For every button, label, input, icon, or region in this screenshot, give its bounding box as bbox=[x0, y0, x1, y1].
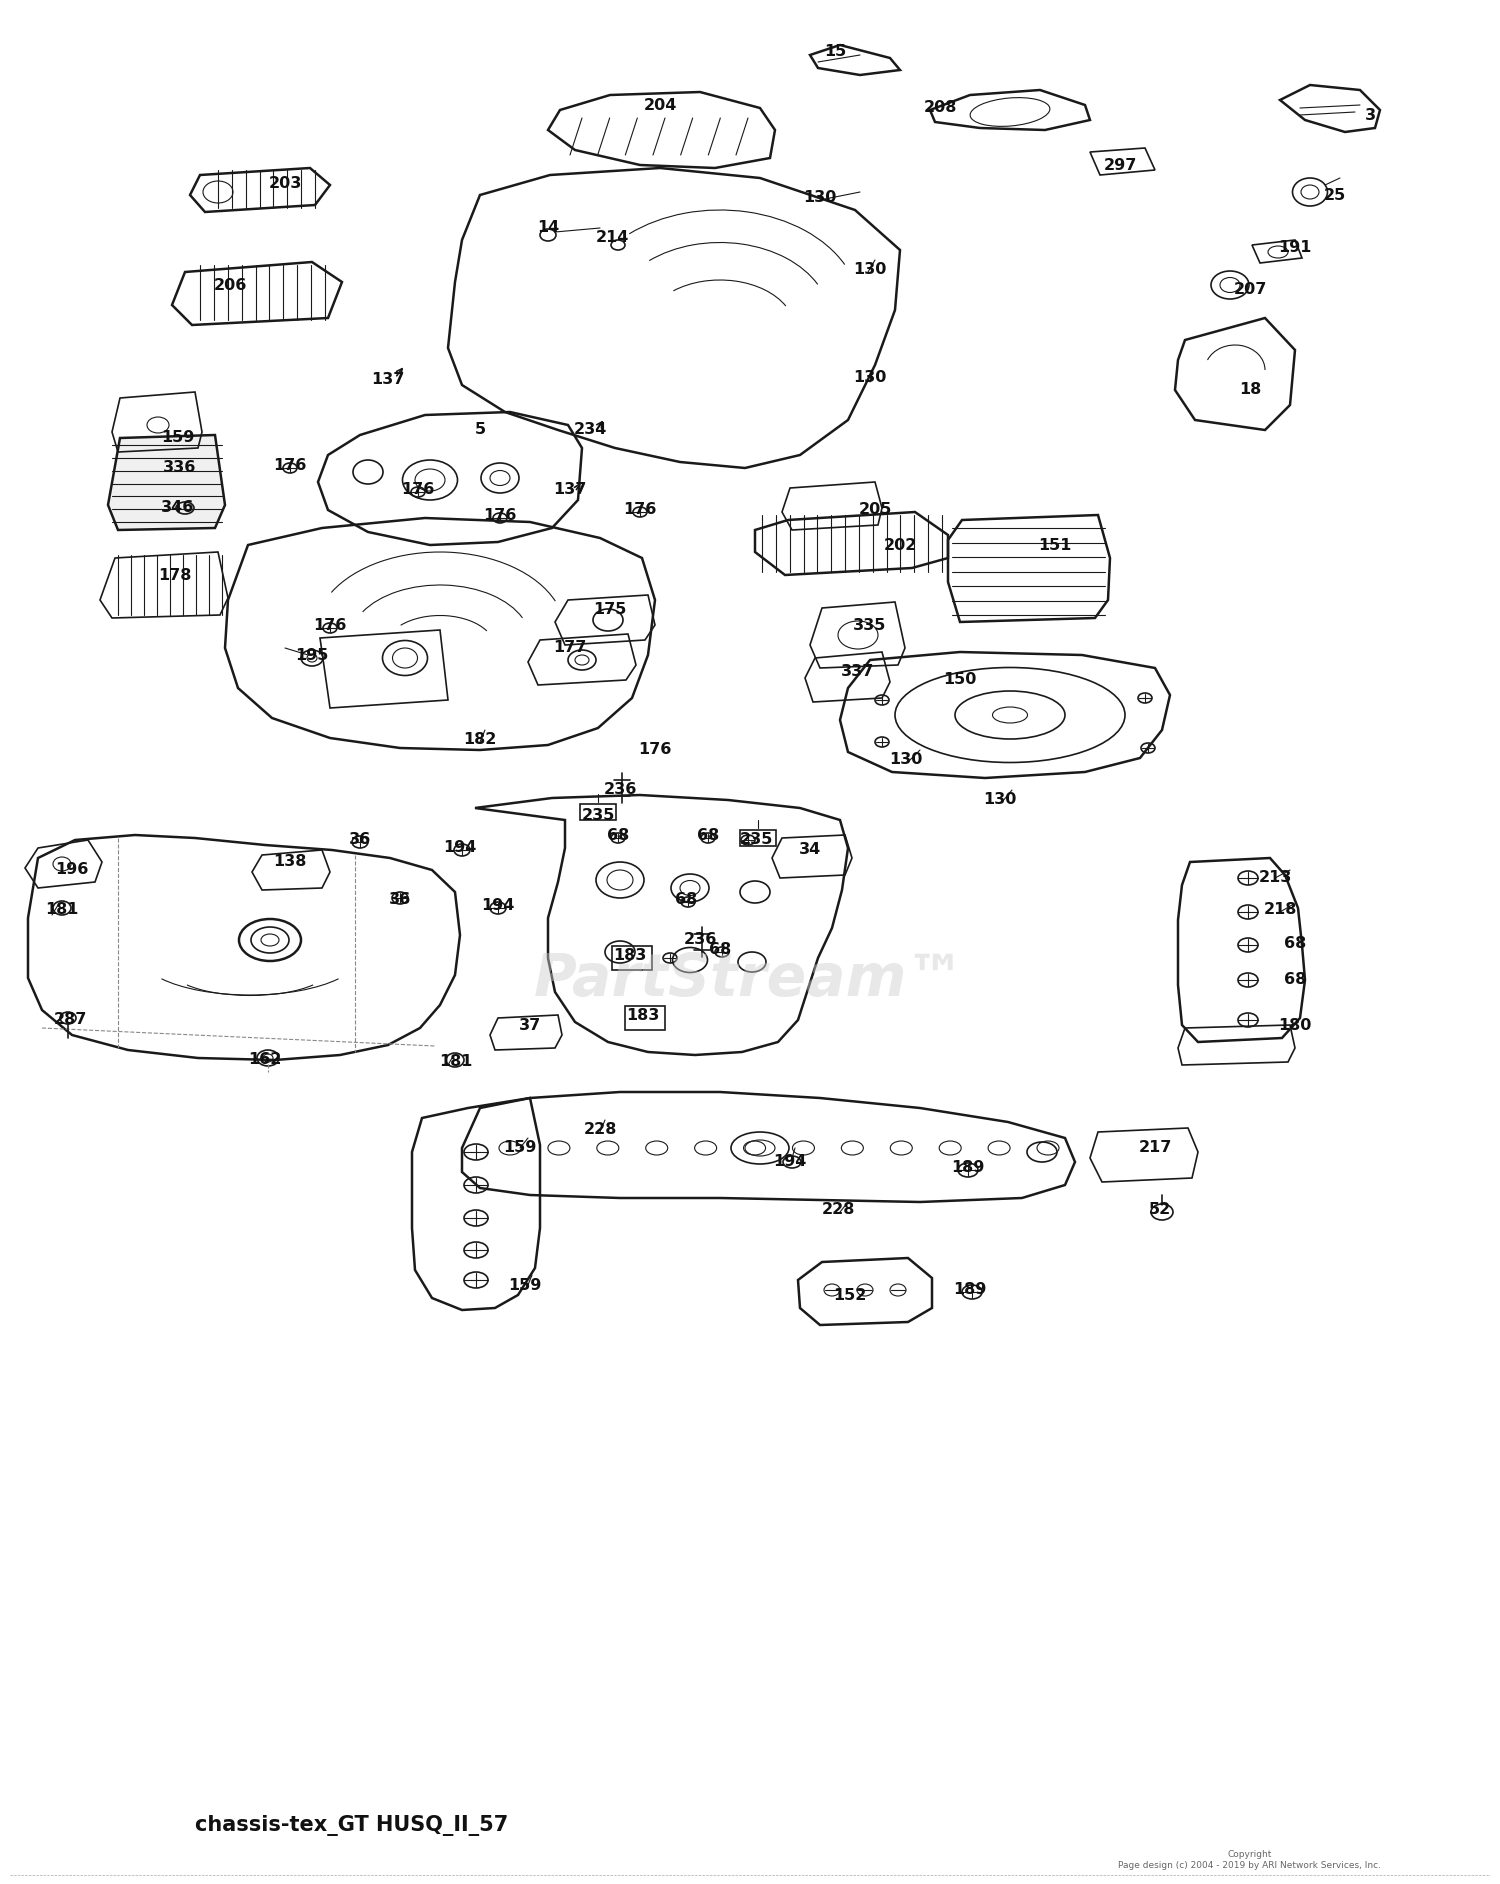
Text: 18: 18 bbox=[1239, 382, 1262, 398]
Text: 162: 162 bbox=[249, 1053, 282, 1068]
Text: 207: 207 bbox=[1233, 283, 1266, 298]
Text: 183: 183 bbox=[614, 948, 646, 963]
Text: 194: 194 bbox=[774, 1155, 807, 1170]
Text: 189: 189 bbox=[951, 1161, 984, 1176]
Text: 204: 204 bbox=[644, 98, 676, 113]
Text: 346: 346 bbox=[162, 501, 195, 516]
Text: 178: 178 bbox=[159, 567, 192, 582]
Text: 194: 194 bbox=[482, 899, 514, 914]
Text: 151: 151 bbox=[1038, 537, 1071, 552]
Text: 15: 15 bbox=[824, 45, 846, 60]
Text: 218: 218 bbox=[1263, 902, 1296, 918]
Polygon shape bbox=[108, 435, 225, 529]
Text: 36: 36 bbox=[388, 893, 411, 908]
Text: 176: 176 bbox=[314, 618, 346, 633]
Text: 3: 3 bbox=[1365, 107, 1376, 122]
Text: 176: 176 bbox=[624, 503, 657, 518]
Text: 137: 137 bbox=[554, 482, 586, 497]
Text: 181: 181 bbox=[440, 1055, 472, 1070]
Text: 236: 236 bbox=[684, 933, 717, 948]
Text: 14: 14 bbox=[537, 220, 560, 236]
Text: 194: 194 bbox=[444, 840, 477, 855]
Text: 34: 34 bbox=[800, 842, 820, 857]
Text: 68: 68 bbox=[1284, 936, 1306, 951]
Text: 287: 287 bbox=[54, 1012, 87, 1027]
Text: 176: 176 bbox=[273, 458, 306, 473]
Text: 189: 189 bbox=[954, 1283, 987, 1298]
Text: 208: 208 bbox=[924, 100, 957, 115]
Text: 180: 180 bbox=[1278, 1017, 1311, 1032]
Text: 52: 52 bbox=[1149, 1202, 1172, 1217]
Text: 176: 176 bbox=[483, 507, 516, 522]
Text: 202: 202 bbox=[884, 537, 916, 552]
Text: 181: 181 bbox=[45, 902, 78, 918]
Text: 177: 177 bbox=[554, 641, 586, 656]
Text: 196: 196 bbox=[56, 863, 88, 878]
Text: 5: 5 bbox=[474, 422, 486, 437]
Text: 175: 175 bbox=[594, 603, 627, 618]
Text: 228: 228 bbox=[584, 1123, 616, 1138]
Text: 336: 336 bbox=[164, 460, 196, 475]
Text: chassis-tex_GT HUSQ_II_57: chassis-tex_GT HUSQ_II_57 bbox=[195, 1814, 509, 1835]
Text: 130: 130 bbox=[984, 793, 1017, 808]
Text: 235: 235 bbox=[740, 833, 772, 848]
Text: 335: 335 bbox=[853, 618, 886, 633]
Text: 68: 68 bbox=[675, 893, 698, 908]
Text: 150: 150 bbox=[944, 673, 976, 688]
Text: PartStream™: PartStream™ bbox=[534, 951, 966, 1008]
Text: 137: 137 bbox=[372, 373, 405, 388]
Text: 195: 195 bbox=[296, 648, 328, 663]
Text: 130: 130 bbox=[890, 752, 922, 767]
Text: 297: 297 bbox=[1104, 158, 1137, 173]
Text: 213: 213 bbox=[1258, 870, 1292, 885]
Text: 235: 235 bbox=[582, 808, 615, 823]
Text: 228: 228 bbox=[822, 1202, 855, 1217]
Text: 36: 36 bbox=[350, 833, 370, 848]
Text: 236: 236 bbox=[603, 782, 636, 797]
Text: 138: 138 bbox=[273, 855, 306, 870]
Text: 176: 176 bbox=[639, 742, 672, 757]
Text: 217: 217 bbox=[1138, 1140, 1172, 1155]
Text: 183: 183 bbox=[627, 1008, 660, 1023]
Text: 68: 68 bbox=[710, 942, 730, 957]
Text: 68: 68 bbox=[698, 827, 718, 842]
Text: Copyright
Page design (c) 2004 - 2019 by ARI Network Services, Inc.: Copyright Page design (c) 2004 - 2019 by… bbox=[1119, 1850, 1382, 1869]
Text: 152: 152 bbox=[834, 1287, 867, 1302]
Text: 176: 176 bbox=[402, 482, 435, 497]
Text: 203: 203 bbox=[268, 175, 302, 190]
Text: 159: 159 bbox=[162, 431, 195, 445]
Text: 191: 191 bbox=[1278, 241, 1311, 256]
Text: 37: 37 bbox=[519, 1017, 542, 1032]
Text: 337: 337 bbox=[842, 665, 874, 680]
Text: 205: 205 bbox=[858, 503, 891, 518]
Text: 159: 159 bbox=[504, 1140, 537, 1155]
Text: 68: 68 bbox=[1284, 972, 1306, 987]
Text: 130: 130 bbox=[853, 262, 886, 277]
Text: 214: 214 bbox=[596, 230, 628, 245]
Text: 234: 234 bbox=[573, 422, 606, 437]
Text: 25: 25 bbox=[1324, 188, 1346, 202]
Text: 68: 68 bbox=[608, 827, 628, 842]
Text: 130: 130 bbox=[804, 190, 837, 205]
Text: 159: 159 bbox=[509, 1277, 542, 1292]
Text: 206: 206 bbox=[213, 277, 246, 292]
Text: 130: 130 bbox=[853, 371, 886, 386]
Text: 182: 182 bbox=[464, 733, 496, 748]
